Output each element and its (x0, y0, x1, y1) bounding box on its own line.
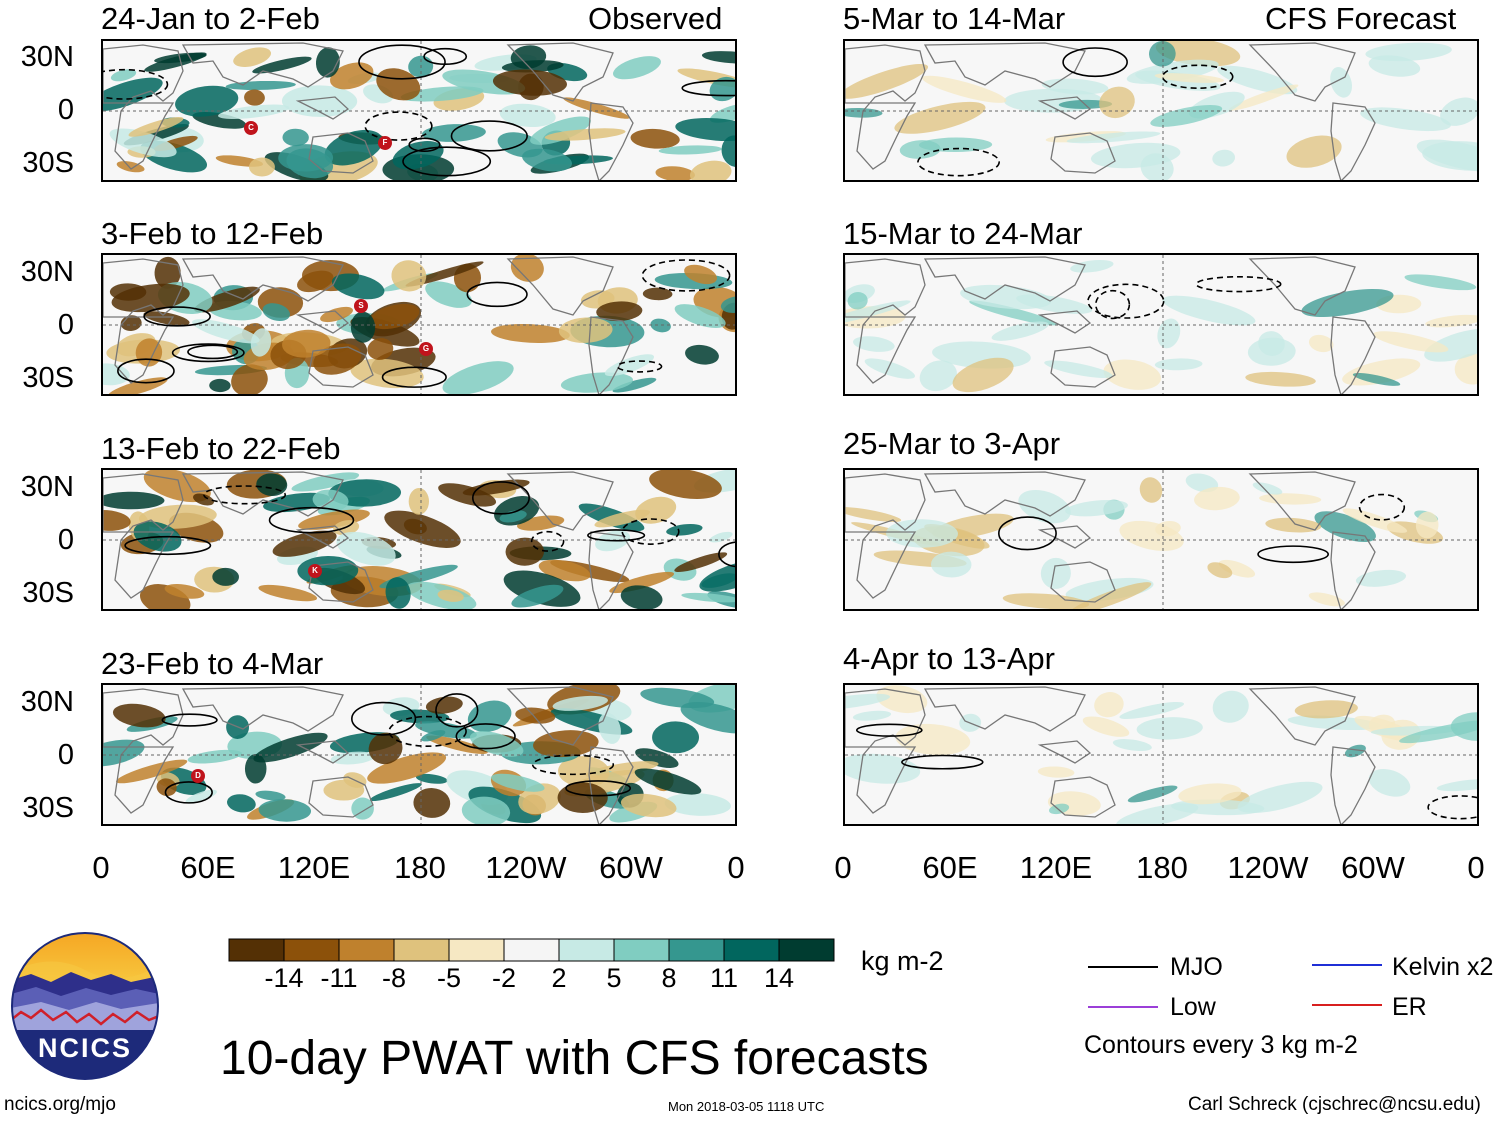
panel-title-7: 25-Mar to 3-Apr (843, 426, 1061, 461)
map-panel-1[interactable] (101, 39, 737, 182)
storm-marker: G (419, 342, 433, 356)
colorbar-tick-label: -11 (320, 963, 358, 993)
storm-marker: F (378, 136, 392, 150)
map-panel-3[interactable] (101, 468, 737, 611)
colorbar-tick-label: 2 (551, 963, 567, 993)
lat-label: 30N (20, 686, 74, 718)
colorbar-units: kg m-2 (861, 946, 944, 976)
colorbar-swatches (228, 938, 835, 962)
colorbar-tick-label: -14 (264, 963, 304, 993)
lon-label: 120E (1019, 850, 1093, 885)
legend-label-kelvin: Kelvin x2 (1392, 953, 1494, 981)
panel-title-5: 5-Mar to 14-Mar (843, 1, 1066, 36)
lon-label: 0 (92, 850, 110, 885)
storm-marker: C (244, 121, 258, 135)
logo-icon (11, 932, 159, 1080)
map-panel-6[interactable] (843, 253, 1479, 396)
panel-title-4: 23-Feb to 4-Mar (101, 646, 324, 681)
lon-label: 180 (1136, 850, 1188, 885)
legend-label-low: Low (1170, 993, 1216, 1021)
colorbar-tick-label: -5 (436, 963, 461, 993)
colorbar-swatch (778, 938, 835, 962)
map-field-7 (845, 470, 1477, 609)
lat-label: 30S (22, 577, 74, 609)
legend-label-er: ER (1392, 993, 1427, 1021)
panel-title-1: 24-Jan to 2-Feb (101, 1, 320, 36)
ncics-logo[interactable]: NCICS (11, 932, 159, 1080)
colorbar-swatch (558, 938, 615, 962)
panel-title-2: 3-Feb to 12-Feb (101, 216, 324, 251)
lat-label: 0 (57, 739, 74, 771)
map-field-4 (103, 685, 735, 824)
map-field-6 (845, 255, 1477, 394)
lat-label: 30N (20, 41, 74, 73)
map-panel-2[interactable] (101, 253, 737, 396)
colorbar-swatch (448, 938, 505, 962)
legend-line-kelvin (1312, 964, 1382, 966)
legend-line-er (1312, 1004, 1382, 1006)
map-field-8 (845, 685, 1477, 824)
lat-label: 30S (22, 147, 74, 179)
lon-label: 0 (834, 850, 852, 885)
colorbar-tick-label: 8 (661, 963, 677, 993)
storm-marker: K (308, 564, 322, 578)
lon-label: 60W (1341, 850, 1405, 885)
figure-title: 10-day PWAT with CFS forecasts (220, 1032, 929, 1085)
lon-label: 120W (1227, 850, 1309, 885)
lon-label: 60E (180, 850, 236, 885)
legend-label-mjo: MJO (1170, 953, 1223, 981)
storm-marker: D (191, 769, 205, 783)
colorbar-swatch (228, 938, 285, 962)
map-panel-5[interactable] (843, 39, 1479, 182)
map-field-3 (103, 470, 735, 609)
legend-line-low (1088, 1006, 1158, 1008)
colorbar-swatch (613, 938, 670, 962)
map-field-2 (103, 255, 735, 394)
storm-marker: S (354, 299, 368, 313)
lat-label: 30N (20, 256, 74, 288)
footer-author: Carl Schreck (cjschrec@ncsu.edu) (1188, 1094, 1481, 1115)
footer-url[interactable]: ncics.org/mjo (4, 1094, 116, 1115)
lat-label: 30N (20, 471, 74, 503)
logo-text: NCICS (37, 1033, 132, 1063)
lon-label: 0 (1467, 850, 1485, 885)
lat-label: 0 (57, 524, 74, 556)
lon-label: 180 (394, 850, 446, 885)
colorbar-swatch (668, 938, 725, 962)
map-field-1 (103, 41, 735, 180)
colorbar-tick-label: -8 (381, 963, 406, 993)
map-panel-7[interactable] (843, 468, 1479, 611)
lon-label: 120W (485, 850, 567, 885)
contour-note: Contours every 3 kg m-2 (1084, 1031, 1358, 1059)
lon-label: 120E (277, 850, 351, 885)
lat-label: 30S (22, 362, 74, 394)
colorbar-swatch (723, 938, 780, 962)
map-panel-8[interactable] (843, 683, 1479, 826)
colorbar-swatch (393, 938, 450, 962)
colorbar-swatch (338, 938, 395, 962)
lon-label: 60E (922, 850, 978, 885)
panel-title-6: 15-Mar to 24-Mar (843, 216, 1083, 251)
colorbar-tick-label: 5 (606, 963, 622, 993)
colorbar-tick-label: 11 (709, 963, 739, 993)
observed-header: Observed (588, 1, 723, 36)
colorbar-tick-label: -2 (491, 963, 516, 993)
panel-title-8: 4-Apr to 13-Apr (843, 641, 1055, 676)
lon-label: 60W (599, 850, 663, 885)
lat-label: 0 (57, 309, 74, 341)
colorbar-tick-label: 14 (763, 963, 795, 993)
lat-label: 30S (22, 792, 74, 824)
footer-timestamp: Mon 2018-03-05 1118 UTC (668, 1099, 825, 1114)
panel-title-3: 13-Feb to 22-Feb (101, 431, 341, 466)
forecast-header: CFS Forecast (1265, 1, 1457, 36)
map-panel-4[interactable] (101, 683, 737, 826)
lon-label: 0 (727, 850, 745, 885)
colorbar-swatch (283, 938, 340, 962)
map-field-5 (845, 41, 1477, 180)
legend-line-mjo (1088, 966, 1158, 968)
colorbar-swatch (503, 938, 560, 962)
lat-label: 0 (57, 94, 74, 126)
